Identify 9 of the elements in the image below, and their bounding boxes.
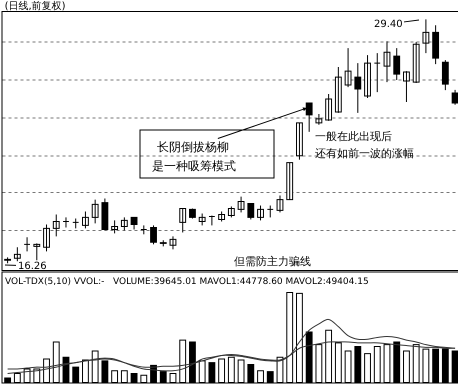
annotation: 16.26	[18, 261, 47, 272]
annotation: 但需防主力骗线	[234, 255, 311, 268]
annotation: 是一种吸筹模式	[152, 159, 236, 173]
annotation: 长阴倒拔杨柳	[157, 140, 229, 154]
annotation: 一般在此出现后	[315, 130, 392, 143]
annotation: 还有如前一波的涨幅	[315, 147, 414, 160]
chart-title: (日线,前复权)	[4, 0, 66, 12]
annotation: 29.40	[374, 19, 403, 30]
chart-title: VOL-TDX(5,10) VVOL:- VOLUME:39645.01 MAVOL1:44778.60 MAVOL2:49404.15	[5, 277, 369, 287]
